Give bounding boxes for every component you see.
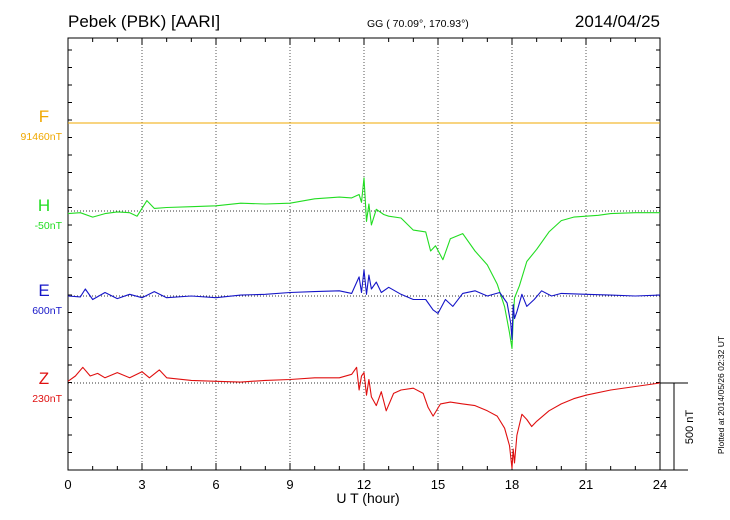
x-tick-label: 6 [212,477,219,492]
x-tick-label: 9 [286,477,293,492]
x-tick-label: 24 [653,477,667,492]
channel-label-f: F [39,107,49,126]
x-tick-label: 0 [64,477,71,492]
station-title: Pebek (PBK) [AARI] [68,12,220,31]
scale-bar: 500 nT [660,382,696,471]
channel-baseline-e: 600nT [32,305,62,317]
x-axis-label: U T (hour) [336,490,399,506]
x-tick-labels: 0 3 6 9 12 15 18 21 24 [64,477,667,492]
grid-lines [68,38,660,470]
plot-date: 2014/04/25 [575,12,660,31]
channel-baseline-h: -50nT [35,220,63,232]
axis-ticks [67,38,661,470]
series-h-line [67,177,660,350]
channel-baseline-f: 91460nT [21,131,63,143]
x-tick-label: 3 [138,477,145,492]
series-e-line [67,269,661,341]
channel-baseline-z: 230nT [32,393,62,405]
channel-label-h: H [38,196,50,215]
x-tick-label: 15 [431,477,445,492]
geo-coordinates: GG ( 70.09°, 170.93°) [367,18,469,30]
scale-bar-label: 500 nT [684,410,696,445]
x-tick-label: 21 [579,477,593,492]
plotted-timestamp: Plotted at 2014/05/26 02:32 UT [716,336,726,454]
channel-label-e: E [38,281,49,300]
channel-label-z: Z [39,369,49,388]
x-tick-label: 18 [505,477,519,492]
series-group [67,122,661,469]
series-z-line [67,366,661,469]
x-tick-label: 12 [357,477,371,492]
channel-labels: F 91460nT H -50nT E 600nT Z 230nT [21,107,63,405]
